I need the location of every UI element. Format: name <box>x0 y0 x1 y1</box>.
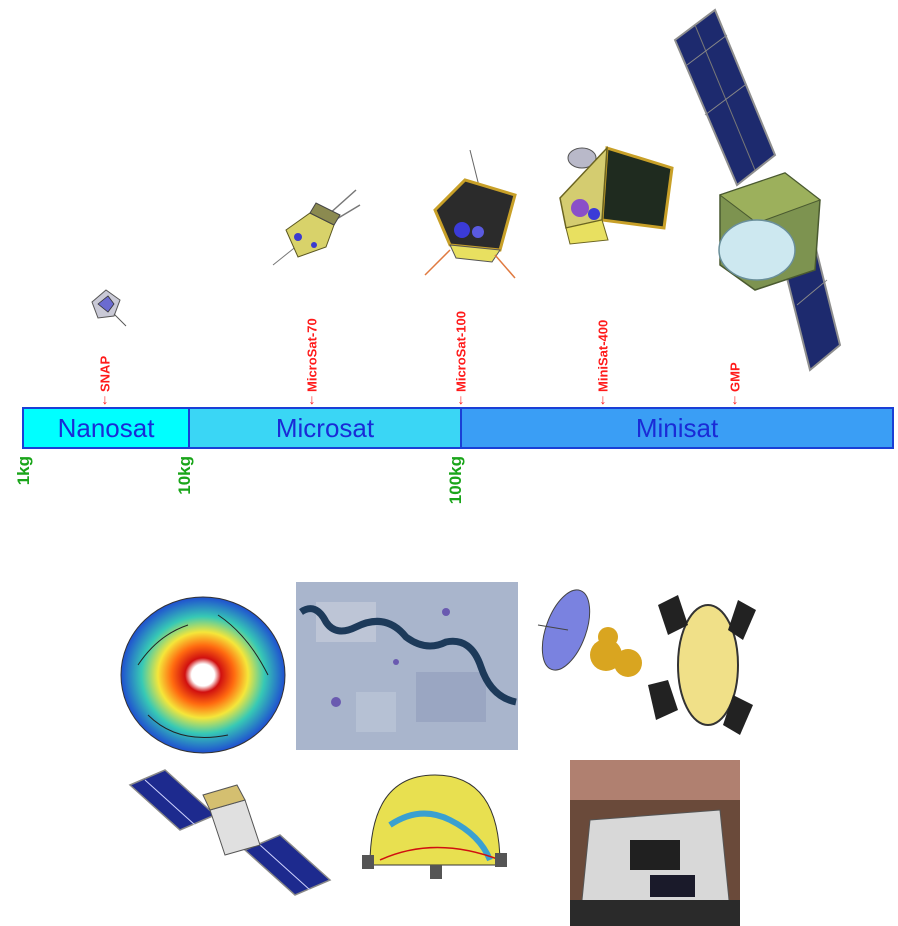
down-arrow-icon: ↓ <box>599 391 607 407</box>
class-segment-microsat: Microsat <box>188 407 462 449</box>
snap-satellite-image <box>91 289 127 327</box>
river-terrain-image <box>296 582 518 750</box>
class-segment-nanosat: Nanosat <box>22 407 190 449</box>
sat-label-microsat-70: MicroSat-70 ↓ <box>302 286 322 406</box>
sat-label-text: GMP <box>727 362 743 392</box>
mass-label-100kg: 100kg <box>446 456 465 505</box>
sat-label-text: MicroSat-70 <box>304 318 320 392</box>
class-label: Nanosat <box>57 412 155 443</box>
class-segment-minisat: Minisat <box>460 407 894 449</box>
communication-satellite-image <box>128 769 332 896</box>
mass-label-1kg: 1kg <box>14 456 33 486</box>
sat-label-gmp: GMP ↓ <box>725 286 745 406</box>
sat-label-snap: SNAP ↓ <box>95 286 115 406</box>
sat-label-text: SNAP <box>97 355 113 392</box>
satellite-hardware-photo <box>570 760 740 926</box>
class-label: Microsat <box>275 412 375 443</box>
minisat-400-satellite-image <box>559 145 674 245</box>
microsat-100-satellite-image <box>424 150 517 279</box>
sat-label-text: MiniSat-400 <box>595 319 611 392</box>
mass-label-10kg: 10kg <box>175 456 194 495</box>
globe-constellation-image <box>362 774 507 879</box>
down-arrow-icon: ↓ <box>101 391 109 407</box>
down-arrow-icon: ↓ <box>731 391 739 407</box>
space-observatory-image <box>537 589 756 735</box>
down-arrow-icon: ↓ <box>457 391 465 407</box>
sat-label-text: MicroSat-100 <box>453 311 469 392</box>
sat-label-microsat-100: MicroSat-100 ↓ <box>451 286 471 406</box>
sat-label-minisat-400: MiniSat-400 ↓ <box>593 286 613 406</box>
gmp-satellite-image <box>673 8 842 372</box>
ozone-polar-map-image <box>120 596 286 754</box>
microsat-70-satellite-image <box>272 189 361 266</box>
class-label: Minisat <box>635 412 719 443</box>
down-arrow-icon: ↓ <box>308 391 316 407</box>
